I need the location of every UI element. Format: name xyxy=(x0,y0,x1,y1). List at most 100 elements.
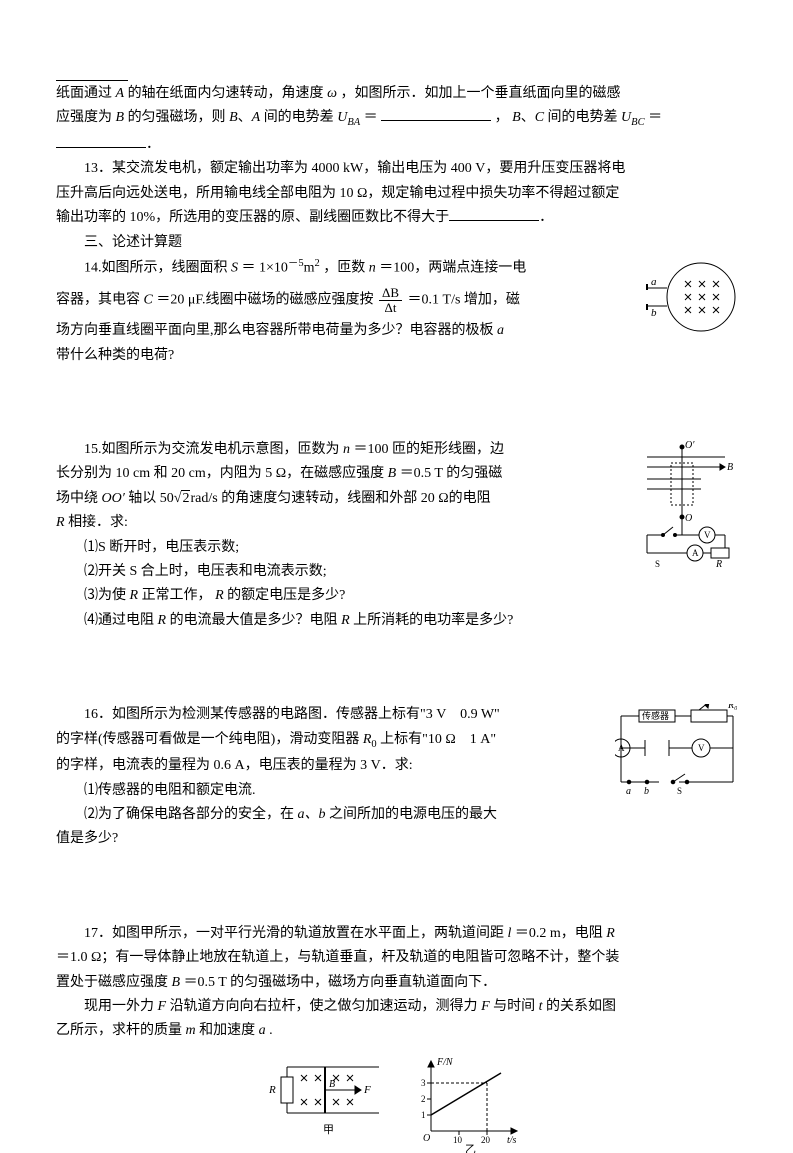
xtick-10: 10 xyxy=(453,1135,463,1145)
var-R: R xyxy=(130,588,139,603)
label-B: B xyxy=(727,462,733,473)
var-U: U xyxy=(337,110,347,125)
label-O: O xyxy=(685,513,692,524)
var-a: a xyxy=(497,323,504,338)
txt: 14.如图所示，线圈面积 xyxy=(84,261,228,276)
q16-l2: 的字样(传感器可看做是一个纯电阻)，滑动变阻器 R0 上标有"10 Ω 1 A" xyxy=(56,729,607,754)
label-F: F xyxy=(363,1084,371,1096)
ytick-2: 2 xyxy=(421,1094,426,1104)
q15-figure: O′ B O V A S R xyxy=(637,439,737,574)
var-B: B xyxy=(388,466,397,481)
q16-l1: 16．如图所示为检测某传感器的电路图．传感器上标有"3 V 0.9 W" xyxy=(56,704,607,726)
blank-ubc xyxy=(56,134,146,148)
label-a: a xyxy=(651,276,657,288)
label-sensor: 传感器 xyxy=(642,710,669,721)
txt: 15.如图所示为交流发电机示意图，匝数为 xyxy=(84,442,340,457)
q17-l5: 乙所示，求杆的质量 m 和加速度 a . xyxy=(56,1020,737,1042)
q16-l3: 的字样，电流表的量程为 0.6 A，电压表的量程为 3 V．求: xyxy=(56,755,607,777)
var-m: m xyxy=(186,1023,196,1038)
txt: ⑶为使 xyxy=(84,588,126,603)
var-R: R xyxy=(606,926,615,941)
radicand: 2 xyxy=(181,490,190,506)
label-S: S xyxy=(655,559,660,569)
txt: ⑵为了确保电路各部分的安全，在 xyxy=(84,807,294,822)
q16-q3: 值是多少? xyxy=(56,828,607,850)
sub: BA xyxy=(347,117,360,128)
ammeter-icon: A xyxy=(618,743,625,753)
txt: 场方向垂直线圈平面向里,那么电容器所带电荷量为多少？电容器的极板 xyxy=(56,323,494,338)
origin-label: O xyxy=(423,1133,430,1144)
eq: ＝ xyxy=(364,110,378,125)
q15-q2: ⑵开关 S 合上时，电压表和电流表示数; xyxy=(56,561,629,583)
exp: 2 xyxy=(315,258,320,269)
txt: ， xyxy=(495,110,509,125)
blank-uba xyxy=(381,107,491,121)
label-S: S xyxy=(677,786,682,796)
q14-l2: 容器，其电容 C ＝20 μF.线圈中磁场的磁感应强度按 ΔB Δt ＝0.1 … xyxy=(56,286,637,314)
var-B: B xyxy=(512,110,521,125)
q17-figure-left: R B F 甲 xyxy=(267,1053,385,1153)
txt: ＝0.5 T 的匀强磁场中，磁场方向垂直轨道面向下． xyxy=(184,975,497,990)
q16-q1: ⑴传感器的电阻和额定电流. xyxy=(56,780,607,802)
var-a: a xyxy=(259,1023,266,1038)
label-R: R xyxy=(715,559,722,570)
var-B: B xyxy=(116,110,125,125)
var-n: n xyxy=(343,442,350,457)
sub: BC xyxy=(631,117,644,128)
section-3-heading: 三、论述计算题 xyxy=(56,232,737,254)
txt: 长分别为 10 cm 和 20 cm，内阻为 5 Ω，在磁感应强度 xyxy=(56,466,384,481)
unit: m xyxy=(304,261,315,276)
q16-figure: 传感器 R₀ A V a b S xyxy=(615,704,737,798)
txt: 17．如图甲所示，一对平行光滑的轨道放置在水平面上，两轨道间距 xyxy=(84,926,504,941)
label-b: b xyxy=(651,307,657,319)
txt: 相接．求: xyxy=(68,515,128,530)
var-n: n xyxy=(369,261,376,276)
label-b: b xyxy=(644,786,649,797)
voltmeter-icon: V xyxy=(704,530,711,540)
exp: －5 xyxy=(288,258,304,269)
var-A: A xyxy=(116,86,125,101)
q17-l3: 置处于磁感应强度 B ＝0.5 T 的匀强磁场中，磁场方向垂直轨道面向下． xyxy=(56,972,737,994)
txt: ＝100 匝的矩形线圈，边 xyxy=(354,442,505,457)
axis-x-label: t/s xyxy=(507,1135,517,1146)
voltmeter-icon: V xyxy=(698,743,705,753)
txt: 之间所加的电源电压的最大 xyxy=(329,807,497,822)
q15-l1: 15.如图所示为交流发电机示意图，匝数为 n ＝100 匝的矩形线圈，边 xyxy=(56,439,629,461)
q14-block: 14.如图所示，线圈面积 S ＝ 1×10－5m2 ，匝数 n ＝100，两端点… xyxy=(56,256,737,369)
txt: 输出功率的 10%，所选用的变压器的原、副线圈匝数比不得大于 xyxy=(56,210,449,225)
q17-figures: R B F 甲 F/N t/s 1 2 xyxy=(56,1053,737,1153)
xtick-20: 20 xyxy=(481,1135,491,1145)
ammeter-icon: A xyxy=(692,548,699,558)
q14-l4: 带什么种类的电荷? xyxy=(56,345,637,367)
txt: 的电流最大值是多少？电阻 xyxy=(170,613,338,628)
txt: 容器，其电容 xyxy=(56,292,140,307)
var-R: R xyxy=(215,588,224,603)
q12-line1: 纸面通过 A 的轴在纸面内匀速转动，角速度 ω ，如图所示．如加上一个垂直纸面向… xyxy=(56,83,737,105)
var-C: C xyxy=(144,292,153,307)
txt: 和加速度 xyxy=(199,1023,255,1038)
txt: ＝0.1 T/s 增加，磁 xyxy=(408,292,520,307)
q17-l2: ＝1.0 Ω；有一导体静止地放在轨道上，与轨道垂直，杆及轨道的电阻皆可忽略不计，… xyxy=(56,947,737,969)
q13-line3: 输出功率的 10%，所选用的变压器的原、副线圈匝数比不得大于． xyxy=(56,207,737,229)
label-R0: R₀ xyxy=(727,704,737,711)
txt: 与时间 xyxy=(493,999,535,1014)
var-F: F xyxy=(158,999,167,1014)
var-R: R xyxy=(341,613,350,628)
var-t: t xyxy=(539,999,543,1014)
txt: 的额定电压是多少? xyxy=(227,588,345,603)
var-OO: OO′ xyxy=(102,491,125,506)
txt: ＝0.2 m，电阻 xyxy=(515,926,603,941)
q13-line1: 13．某交流发电机，额定输出功率为 4000 kW，输出电压为 400 V，要用… xyxy=(56,158,737,180)
txt: ，如图所示．如加上一个垂直纸面向里的磁感 xyxy=(340,86,620,101)
var-S: S xyxy=(231,261,238,276)
txt: 置处于磁感应强度 xyxy=(56,975,168,990)
txt: 沿轨道方向向右拉杆，使之做匀加速运动，测得力 xyxy=(170,999,478,1014)
q12-line2: 应强度为 B 的匀强磁场，则 B、A 间的电势差 UBA ＝ ， B、C 间的电… xyxy=(56,107,737,132)
txt: 的关系如图 xyxy=(546,999,616,1014)
txt: 的匀强磁场，则 xyxy=(128,110,226,125)
q15-l2: 长分别为 10 cm 和 20 cm，内阻为 5 Ω，在磁感应强度 B ＝0.5… xyxy=(56,463,629,485)
txt: . xyxy=(269,1023,273,1038)
q13-line2: 压升高后向远处送电，所用输电线全部电阻为 10 Ω，规定输电过程中损失功率不得超… xyxy=(56,183,737,205)
axis-y-label: F/N xyxy=(436,1057,454,1068)
fraction: ΔB Δt xyxy=(379,286,402,314)
